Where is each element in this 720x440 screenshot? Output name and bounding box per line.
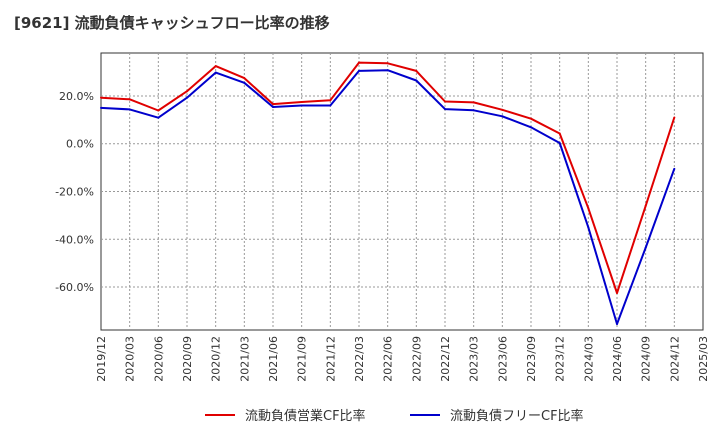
x-tick-label: 2020/03	[124, 336, 137, 382]
x-tick-label: 2022/06	[382, 336, 395, 382]
data-point	[530, 117, 532, 120]
data-point	[558, 142, 561, 145]
data-point	[472, 101, 475, 104]
x-tick-label: 2020/09	[181, 336, 194, 382]
data-point	[644, 204, 647, 207]
data-point	[386, 62, 389, 65]
x-tick-label: 2022/09	[410, 336, 423, 382]
data-point	[329, 99, 332, 102]
data-point	[243, 81, 246, 84]
data-point	[530, 126, 532, 129]
x-tick-label: 2024/09	[640, 336, 653, 382]
data-point	[100, 106, 102, 109]
x-tick-label: 2021/06	[267, 336, 280, 382]
data-point	[329, 104, 332, 107]
chart-title: [9621] 流動負債キャッシュフロー比率の推移	[14, 14, 330, 32]
x-tick-label: 2024/03	[582, 336, 595, 382]
data-point	[444, 108, 446, 111]
data-point	[214, 71, 217, 74]
y-tick-label: 0.0%	[66, 138, 94, 151]
data-point	[673, 116, 676, 119]
data-point	[272, 105, 274, 108]
x-tick-label: 2021/12	[324, 336, 337, 382]
data-point	[358, 69, 360, 72]
y-tick-label: -20.0%	[55, 186, 94, 199]
y-tick-label: -40.0%	[55, 233, 94, 246]
x-tick-label: 2024/12	[668, 336, 681, 382]
x-tick-label: 2022/03	[353, 336, 366, 382]
data-point	[128, 108, 131, 111]
legend-label-2: 流動負債フリーCF比率	[450, 408, 584, 424]
data-point	[214, 65, 217, 68]
data-point	[100, 96, 102, 99]
data-point	[186, 96, 188, 99]
data-point	[128, 98, 131, 101]
data-point	[157, 109, 160, 112]
data-point	[386, 69, 389, 72]
y-tick-label: -60.0%	[55, 281, 94, 294]
x-tick-label: 2023/06	[496, 336, 509, 382]
x-tick-label: 2022/12	[439, 336, 452, 382]
data-point	[616, 323, 618, 326]
data-point	[616, 291, 618, 294]
x-tick-label: 2021/09	[296, 336, 309, 382]
data-point	[243, 77, 246, 80]
data-point	[415, 69, 418, 72]
data-point	[587, 207, 590, 210]
data-point	[644, 246, 647, 249]
data-point	[472, 109, 475, 112]
x-tick-label: 2021/03	[238, 336, 251, 382]
x-tick-label: 2024/06	[611, 336, 624, 382]
data-point	[444, 100, 446, 103]
x-tick-label: 2020/06	[152, 336, 165, 382]
data-point	[587, 226, 590, 229]
x-tick-label: 2023/09	[525, 336, 538, 382]
x-tick-label: 2020/12	[210, 336, 223, 382]
data-point	[186, 90, 188, 93]
x-tick-label: 2019/12	[95, 336, 108, 382]
legend-label-1: 流動負債営業CF比率	[245, 408, 366, 424]
data-point	[558, 132, 561, 135]
data-point	[501, 115, 504, 118]
data-point	[300, 104, 303, 107]
data-point	[358, 61, 360, 64]
x-tick-label: 2023/12	[554, 336, 567, 382]
data-point	[300, 100, 303, 103]
y-tick-label: 20.0%	[59, 90, 94, 103]
data-point	[501, 108, 504, 111]
x-tick-label: 2025/03	[697, 336, 710, 382]
x-tick-label: 2023/03	[468, 336, 481, 382]
data-point	[272, 103, 274, 106]
data-point	[415, 79, 418, 82]
data-point	[157, 116, 160, 119]
data-point	[673, 167, 676, 170]
